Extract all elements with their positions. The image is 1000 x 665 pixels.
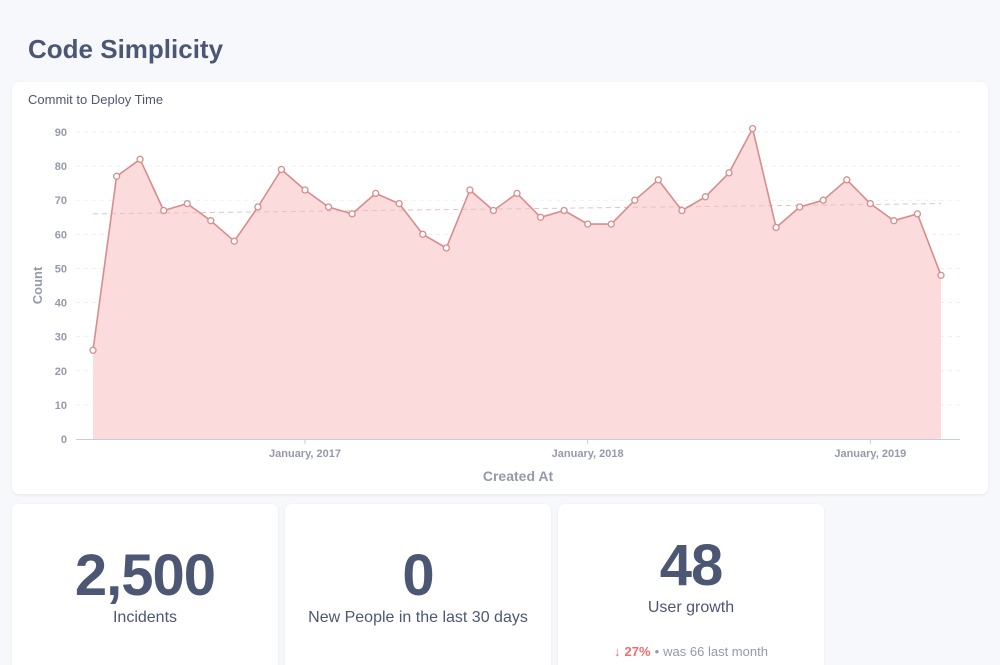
- data-point[interactable]: [301, 186, 309, 194]
- trend-previous-value: was 66: [663, 644, 705, 659]
- new-people-card[interactable]: 0 New People in the last 30 days: [285, 504, 551, 665]
- trend-separator: •: [654, 644, 660, 659]
- area-fill: [93, 128, 941, 439]
- scalar-value: 2,500: [74, 543, 216, 608]
- data-point[interactable]: [796, 203, 804, 211]
- x-axis-label: Created At: [483, 468, 554, 484]
- data-point[interactable]: [584, 220, 592, 228]
- data-point[interactable]: [560, 206, 568, 215]
- data-point[interactable]: [372, 189, 380, 198]
- data-points: [89, 124, 945, 354]
- y-tick-label: 10: [55, 400, 67, 412]
- data-point[interactable]: [819, 196, 827, 204]
- y-tick-label: 90: [55, 127, 67, 139]
- y-tick-label: 80: [55, 161, 67, 173]
- y-axis-label: Count: [30, 266, 45, 304]
- x-tick-label: January, 2017: [269, 448, 341, 460]
- data-point[interactable]: [230, 237, 238, 245]
- data-point[interactable]: [725, 169, 733, 177]
- data-point[interactable]: [395, 199, 403, 208]
- page-title: Code Simplicity: [28, 34, 224, 64]
- data-point[interactable]: [183, 199, 191, 208]
- data-point[interactable]: [277, 165, 286, 174]
- trend-period: last month: [707, 644, 768, 659]
- data-point[interactable]: [890, 217, 898, 225]
- data-point[interactable]: [136, 155, 144, 163]
- data-point[interactable]: [843, 176, 851, 184]
- data-point[interactable]: [489, 206, 498, 215]
- scalar-value: 0: [402, 543, 434, 608]
- data-point[interactable]: [112, 172, 121, 180]
- data-point[interactable]: [348, 210, 356, 218]
- x-axis-ticks: January, 2017 January, 2018 January, 2019: [269, 439, 906, 460]
- data-point[interactable]: [160, 206, 168, 215]
- user-growth-card[interactable]: 48 User growth ↓ 27% • was 66 last month: [558, 504, 824, 665]
- y-tick-label: 30: [55, 332, 67, 344]
- data-point[interactable]: [678, 206, 686, 215]
- y-tick-label: 0: [61, 434, 67, 446]
- scalar-label[interactable]: User growth: [647, 599, 735, 616]
- data-point[interactable]: [466, 186, 474, 194]
- data-point[interactable]: [631, 196, 639, 204]
- data-point[interactable]: [866, 199, 874, 208]
- chart-card[interactable]: 0 10 20 30 40 50 60 70 80 90 January, 2017 January…: [12, 82, 988, 494]
- x-tick-label: January, 2018: [552, 448, 624, 460]
- y-tick-label: 40: [55, 298, 67, 310]
- y-axis-ticks: 0 10 20 30 40 50 60 70 80 90: [55, 127, 67, 446]
- data-point[interactable]: [89, 346, 97, 354]
- data-point[interactable]: [607, 220, 615, 228]
- data-point[interactable]: [324, 203, 333, 211]
- data-point[interactable]: [654, 176, 662, 184]
- y-tick-label: 60: [55, 229, 67, 241]
- data-point[interactable]: [442, 244, 450, 252]
- card-title[interactable]: Commit to Deploy Time: [28, 92, 164, 107]
- x-tick-label: January, 2019: [834, 448, 906, 460]
- data-point[interactable]: [913, 210, 922, 218]
- data-point[interactable]: [937, 271, 945, 279]
- trend-comparison: ↓ 27% • was 66 last month: [558, 644, 824, 659]
- y-tick-label: 50: [55, 263, 67, 275]
- trend-percent: 27%: [624, 644, 651, 659]
- scalar-label[interactable]: New People in the last 30 days: [308, 609, 528, 626]
- data-point[interactable]: [748, 124, 757, 133]
- y-tick-label: 70: [55, 195, 67, 207]
- data-point[interactable]: [536, 213, 545, 221]
- y-tick-label: 20: [55, 366, 67, 378]
- data-point[interactable]: [419, 230, 427, 238]
- data-point[interactable]: [513, 189, 521, 198]
- arrow-down-icon: ↓: [614, 644, 621, 659]
- data-point[interactable]: [701, 193, 710, 201]
- scalar-label[interactable]: Incidents: [112, 609, 178, 626]
- scalar-value: 48: [659, 533, 724, 598]
- data-point[interactable]: [772, 223, 780, 232]
- data-point[interactable]: [254, 203, 262, 211]
- incidents-card[interactable]: 2,500 Incidents: [12, 504, 278, 665]
- data-point[interactable]: [207, 217, 215, 225]
